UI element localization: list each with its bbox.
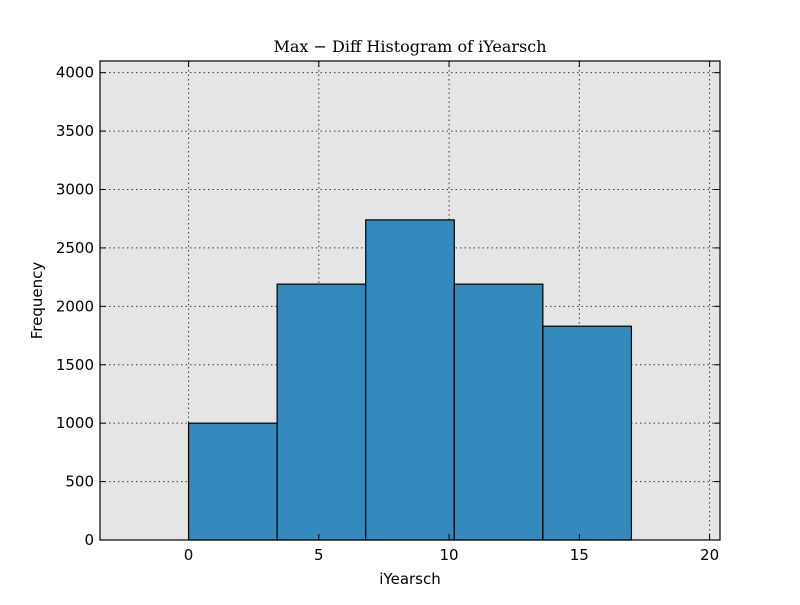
histogram-bar (276, 283, 367, 541)
x-tick-label: 10 (440, 546, 459, 564)
y-axis-label: Frequency (28, 262, 46, 340)
plot-frame (99, 60, 721, 541)
y-tick-label: 3000 (56, 181, 94, 199)
y-tick-label: 2000 (56, 297, 94, 315)
bars (187, 219, 633, 541)
y-tick-label: 500 (65, 473, 94, 491)
y-tick-label: 3500 (56, 122, 94, 140)
chart-title: Max − Diff Histogram of iYearsch (273, 37, 546, 56)
x-tick-label: 0 (184, 546, 194, 564)
x-axis-label: iYearsch (379, 570, 441, 588)
histogram-bar (542, 325, 633, 541)
y-tick-label: 2500 (56, 239, 94, 257)
x-tick-label: 5 (314, 546, 324, 564)
x-tick-label: 20 (700, 546, 719, 564)
y-tick-label: 0 (84, 531, 94, 549)
histogram-bar (365, 219, 455, 541)
y-tick-label: 1500 (56, 356, 94, 374)
ticks: 0 5 10 15 20 0 500 1000 1500 2000 2500 3000 3500 4000 (56, 61, 720, 564)
y-tick-label: 1000 (56, 414, 94, 432)
histogram-bar (453, 283, 544, 541)
histogram-bar (187, 422, 278, 541)
x-tick-label: 15 (570, 546, 589, 564)
y-tick-label: 4000 (56, 64, 94, 82)
